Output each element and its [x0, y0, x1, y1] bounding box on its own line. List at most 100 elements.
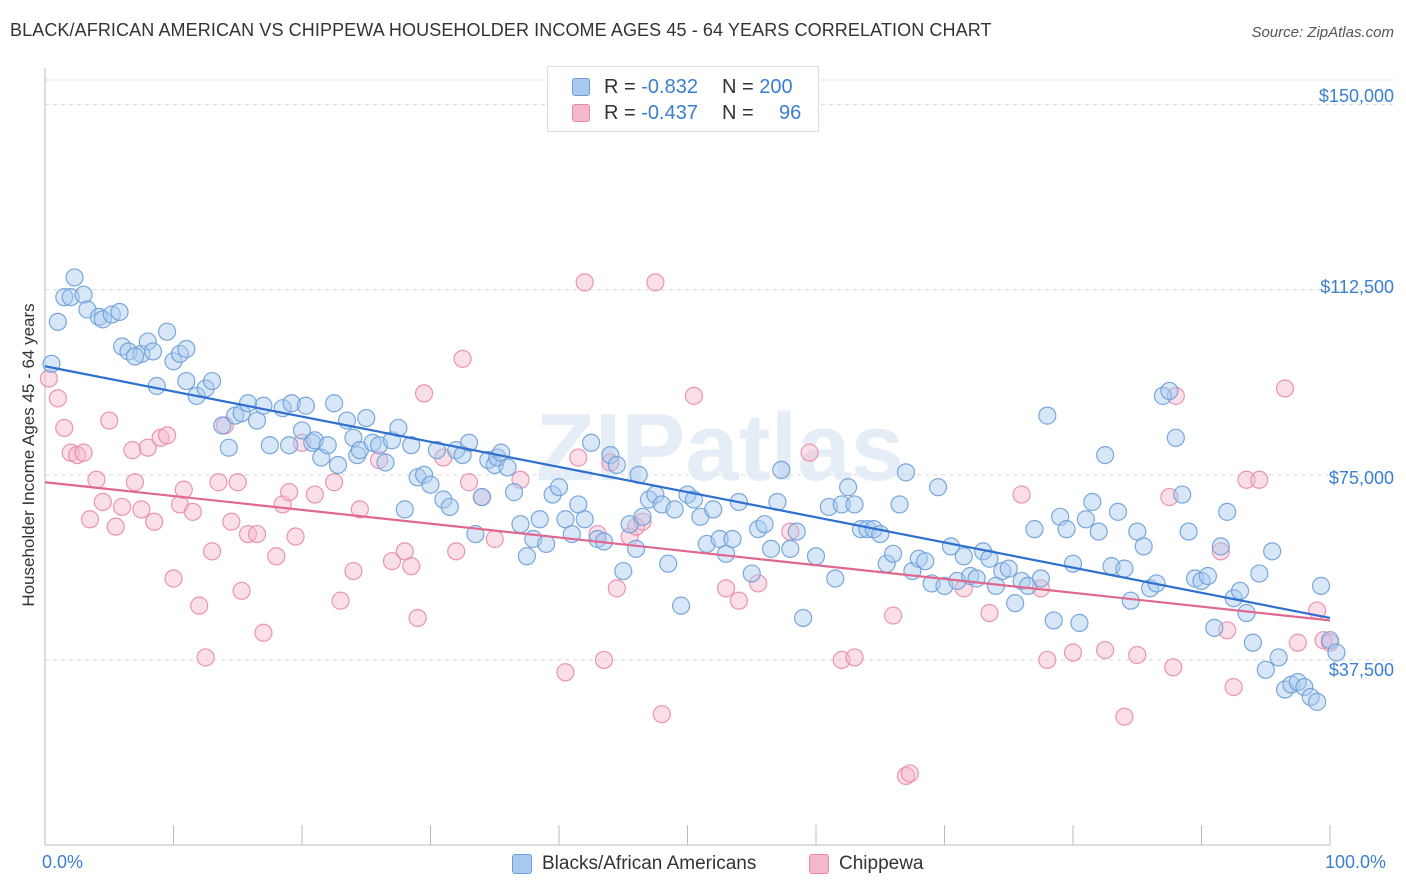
black-points	[42, 268, 1346, 711]
data-point	[537, 534, 556, 554]
legend-n-value: 200	[759, 75, 793, 98]
y-tick-label-150000: $150,000	[1318, 86, 1394, 106]
data-point	[157, 322, 177, 341]
axes	[44, 68, 1331, 846]
data-point	[196, 648, 215, 667]
data-point	[213, 416, 232, 435]
legend-n-label: N =	[721, 75, 760, 98]
data-point	[916, 552, 935, 571]
data-point	[652, 705, 671, 724]
data-point	[761, 539, 781, 558]
data-point	[646, 273, 665, 292]
data-point	[806, 547, 826, 566]
data-point	[267, 547, 286, 566]
pink-swatch-icon	[809, 854, 829, 874]
legend-item-blacks: Blacks/African Americans	[512, 851, 756, 877]
pink-swatch-icon	[572, 104, 590, 122]
data-point	[498, 458, 517, 477]
data-point	[1218, 502, 1237, 521]
data-point	[328, 455, 348, 475]
data-point	[633, 507, 652, 526]
data-point	[1243, 633, 1263, 652]
data-point	[228, 473, 247, 492]
data-point	[1089, 522, 1108, 541]
data-point	[832, 495, 851, 514]
data-point	[93, 492, 112, 512]
legend-row-blacks: R = -0.832 N = 200	[572, 75, 793, 99]
data-point	[999, 559, 1018, 578]
data-point	[1308, 692, 1327, 711]
data-point	[517, 547, 536, 566]
data-point	[781, 539, 800, 558]
data-point	[839, 478, 858, 497]
data-point	[1211, 542, 1230, 561]
data-point	[80, 510, 100, 529]
data-point	[569, 448, 588, 467]
data-point	[74, 285, 93, 304]
y-tick-label-37500: $37,500	[1328, 660, 1394, 680]
data-point	[408, 608, 427, 628]
data-point	[132, 500, 151, 519]
source-note: Source: ZipAtlas.com	[1251, 24, 1394, 41]
data-point	[582, 433, 601, 452]
chart-title: BLACK/AFRICAN AMERICAN VS CHIPPEWA HOUSE…	[10, 20, 992, 40]
data-point	[110, 302, 129, 322]
data-point	[254, 623, 273, 642]
data-point	[247, 524, 267, 544]
data-point	[350, 500, 369, 519]
data-point	[504, 483, 524, 502]
data-point	[1115, 559, 1134, 578]
data-point	[723, 529, 742, 549]
data-point	[772, 460, 791, 480]
data-point	[472, 487, 491, 507]
data-point	[202, 371, 222, 391]
data-point	[1179, 522, 1198, 541]
data-point	[1096, 640, 1115, 660]
blue-swatch-icon	[512, 854, 532, 874]
data-point	[684, 386, 704, 405]
data-point	[485, 529, 504, 549]
data-point	[357, 408, 376, 428]
data-point	[459, 473, 479, 492]
data-point	[1160, 381, 1179, 401]
data-point	[530, 510, 549, 529]
data-point	[704, 500, 723, 519]
legend-r-label: R =	[604, 101, 642, 124]
data-point	[325, 394, 344, 413]
data-point	[427, 441, 447, 460]
data-point	[1237, 470, 1256, 489]
data-point	[74, 443, 93, 462]
legend-row-chippewa: R = -0.437 N = 96	[572, 101, 801, 125]
data-point	[106, 517, 125, 536]
data-point	[1256, 660, 1275, 679]
data-point	[1108, 502, 1128, 521]
data-point	[138, 438, 157, 457]
data-point	[459, 433, 479, 452]
data-point	[787, 522, 806, 541]
data-point	[286, 527, 305, 546]
data-point	[1269, 648, 1288, 667]
data-point	[1205, 618, 1224, 637]
data-point	[1134, 537, 1153, 556]
data-point	[177, 371, 196, 391]
data-point	[626, 539, 646, 558]
data-point	[716, 579, 736, 598]
data-point	[845, 495, 864, 514]
legend-label: Chippewa	[839, 853, 924, 874]
data-point	[1327, 643, 1346, 662]
data-point	[665, 500, 684, 519]
data-point	[48, 389, 67, 408]
data-point	[145, 512, 164, 531]
data-point	[1230, 581, 1250, 600]
x-tick-label-min: 0.0%	[42, 852, 84, 872]
data-point	[87, 470, 106, 489]
data-point	[421, 475, 440, 494]
data-point	[395, 500, 414, 519]
data-point	[190, 596, 209, 615]
data-point	[202, 542, 222, 561]
y-axis-label: Householder Income Ages 45 - 64 years	[19, 303, 38, 607]
data-point	[164, 352, 183, 371]
data-point	[900, 764, 919, 783]
data-point	[607, 455, 626, 475]
